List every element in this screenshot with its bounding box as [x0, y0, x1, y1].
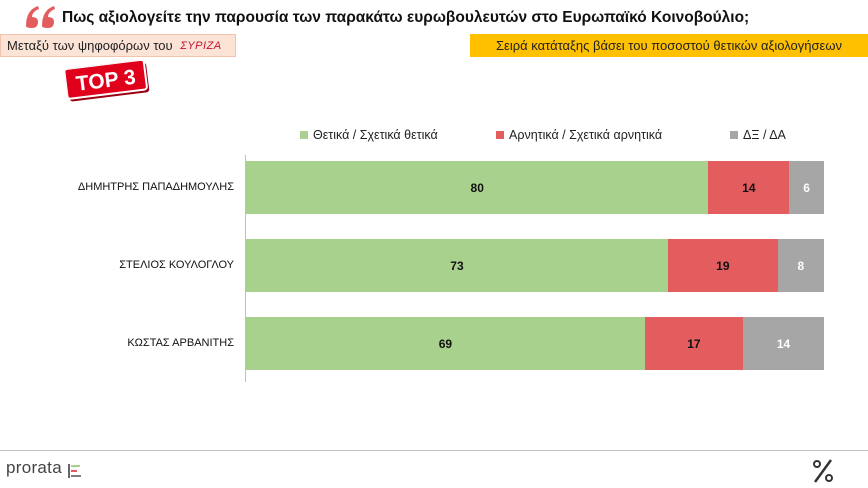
prorata-logo: prorata [6, 458, 62, 477]
category-axis-line [245, 155, 246, 382]
data-label-1-0: 73 [450, 258, 464, 273]
footer-divider [0, 450, 868, 451]
legend-swatch-0 [300, 131, 308, 139]
bar-1-0: 73 [246, 239, 668, 292]
legend-label-2: ΔΞ / ΔΑ [743, 128, 786, 142]
legend-swatch-1 [496, 131, 504, 139]
subtitle-left-text: Μεταξύ των ψηφοφόρων του [7, 38, 173, 53]
party-logo: ΣΥΡΙΖΑ [180, 40, 222, 52]
bar-0-1: 14 [708, 161, 790, 214]
data-label-0-0: 80 [470, 180, 484, 195]
bar-1-1: 19 [667, 239, 778, 292]
category-label-2: ΚΩΣΤΑΣ ΑΡΒΑΝΙΤΗΣ [127, 336, 234, 349]
bar-2-0: 69 [246, 317, 645, 370]
data-label-1-2: 8 [797, 258, 805, 273]
voter-filter-label: Μεταξύ των ψηφοφόρων του ΣΥΡΙΖΑ [0, 34, 236, 57]
prorata-logo-bars-icon [68, 464, 81, 478]
bar-0-2: 6 [789, 161, 824, 214]
category-label-0: ΔΗΜΗΤΡΗΣ ΠΑΠΑΔΗΜΟΥΛΗΣ [77, 180, 234, 193]
category-label-1: ΣΤΕΛΙΟΣ ΚΟΥΛΟΓΛΟΥ [119, 258, 234, 271]
quote-icon [26, 6, 55, 28]
data-label-2-0: 69 [438, 336, 453, 351]
bar-1-2: 8 [777, 239, 824, 292]
legend-label-0: Θετικά / Σχετικά θετικά [313, 128, 438, 142]
bar-0-0: 80 [246, 161, 709, 214]
bar-2-2: 14 [743, 317, 824, 370]
page-title: Πως αξιολογείτε την παρουσία των παρακάτ… [62, 9, 750, 26]
data-label-2-1: 17 [687, 336, 701, 351]
bar-2-1: 17 [644, 317, 744, 370]
legend-swatch-2 [730, 131, 738, 139]
data-label-0-1: 14 [742, 180, 756, 195]
percent-icon [813, 459, 833, 483]
legend-item-1: Αρνητικά / Σχετικά αρνητικά [496, 128, 662, 142]
data-label-2-2: 14 [776, 336, 791, 351]
legend-item-2: ΔΞ / ΔΑ [730, 128, 786, 142]
legend-item-0: Θετικά / Σχετικά θετικά [300, 128, 438, 142]
data-label-0-2: 6 [803, 180, 810, 195]
legend-label-1: Αρνητικά / Σχετικά αρνητικά [509, 128, 663, 142]
ranking-note: Σειρά κατάταξης βάσει του ποσοστού θετικ… [470, 34, 868, 57]
top3-badge: TOP 3 [64, 59, 150, 102]
data-label-1-1: 19 [716, 258, 730, 273]
